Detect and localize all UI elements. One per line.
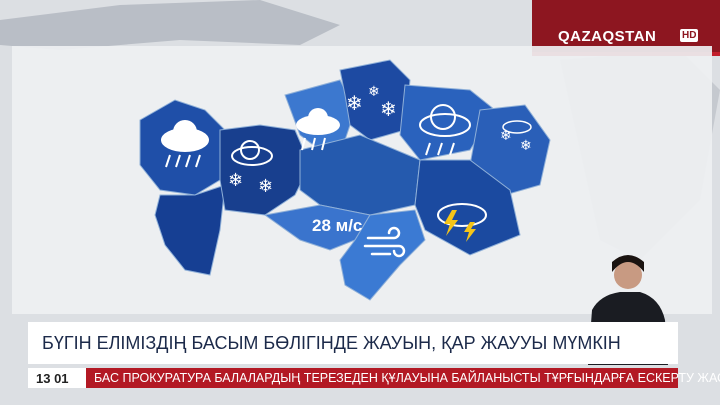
logo-backdrop (532, 0, 720, 52)
region (299, 134, 421, 216)
hd-badge: HD (680, 29, 699, 42)
wind-icon (363, 226, 406, 258)
clock-box (28, 368, 86, 388)
rain-cloud-icon (296, 108, 340, 151)
headline-bar (28, 322, 678, 364)
region (399, 84, 496, 161)
clock-time: 13 01 (36, 371, 69, 386)
interpreter-head (614, 261, 642, 289)
snow-icon: ❄❄ (500, 120, 532, 153)
background-landmass (0, 0, 340, 50)
region (339, 59, 411, 141)
interpreter-hair (612, 255, 644, 272)
svg-text:❄: ❄ (228, 170, 243, 190)
wind-speed-label: 28 м/с (312, 216, 363, 235)
svg-text:❄: ❄ (346, 93, 363, 115)
ticker-text: БАС ПРОКУРАТУРА БАЛАЛАРДЫҢ ТЕРЕЗЕДЕН ҚҰЛ… (94, 371, 720, 385)
snow-cloud-icon: ❄ ❄ (228, 140, 273, 196)
svg-text:❄: ❄ (368, 83, 380, 99)
kazakhstan-map (139, 59, 551, 301)
ticker-bar (86, 368, 678, 388)
svg-text:❄: ❄ (500, 127, 512, 143)
weather-icons: ❄ ❄ ❄ ❄❄ ❄❄ (161, 83, 532, 258)
svg-text:❄: ❄ (520, 137, 532, 153)
rain-cloud-icon (419, 104, 471, 156)
snow-icon: ❄ ❄❄ (346, 83, 397, 121)
storm-icon (437, 203, 487, 242)
rain-cloud-icon (161, 120, 209, 168)
region (154, 184, 226, 276)
headline-text: БҮГІН ЕЛІМІЗДІҢ БАСЫМ БӨЛІГІНДЕ ЖАУЫН, Қ… (42, 333, 621, 353)
svg-text:❄: ❄ (258, 176, 273, 196)
svg-text:❄: ❄ (380, 99, 397, 121)
region (414, 159, 521, 256)
channel-logo: QAZAQSTAN (558, 28, 657, 45)
